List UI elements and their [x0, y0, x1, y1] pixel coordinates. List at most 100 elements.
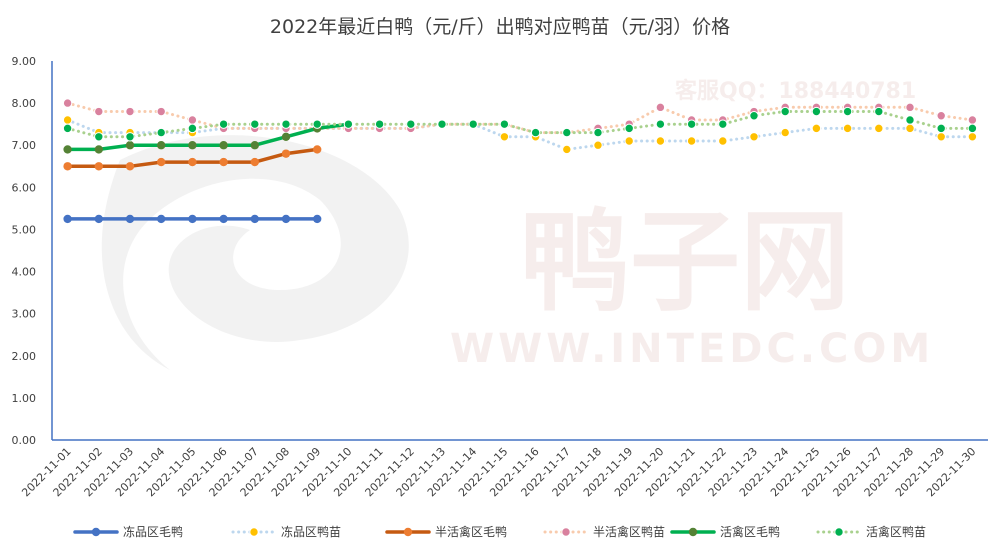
data-point: [343, 119, 354, 129]
y-tick-label: 1.00: [12, 392, 37, 405]
y-tick-label: 4.00: [12, 266, 37, 279]
data-point: [94, 106, 104, 117]
data-point: [281, 214, 291, 224]
data-point: [374, 119, 385, 129]
y-tick-label: 0.00: [12, 434, 37, 447]
data-point: [62, 115, 73, 125]
data-point: [936, 132, 946, 142]
chart-title: 2022年最近白鸭（元/斤）出鸭对应鸭苗（元/羽）价格: [270, 16, 730, 38]
series-line: [66, 118, 974, 151]
watermark-brand: 鸭子网: [520, 198, 850, 326]
data-point: [188, 214, 197, 224]
data-point: [811, 106, 822, 117]
y-tick-label: 8.00: [12, 97, 37, 110]
data-point: [562, 144, 572, 155]
y-tick-label: 7.00: [12, 139, 37, 152]
series-3: [63, 145, 322, 171]
legend-label: 活禽区毛鸭: [720, 524, 780, 539]
series-line: [66, 110, 974, 139]
legend-label: 半活禽区鸭苗: [593, 524, 665, 539]
data-point: [593, 140, 603, 150]
legend-swatch-marker: [91, 527, 101, 537]
data-point: [842, 123, 853, 134]
data-point: [218, 119, 229, 129]
data-point: [313, 214, 322, 224]
data-point: [250, 119, 260, 129]
data-point: [313, 145, 322, 154]
data-point: [188, 141, 197, 150]
data-point: [718, 136, 728, 146]
data-point: [624, 136, 634, 146]
data-point: [125, 106, 135, 117]
data-point: [219, 141, 228, 150]
data-point: [219, 157, 228, 167]
data-point: [967, 115, 978, 125]
legend-swatch-marker: [834, 527, 844, 537]
data-point: [188, 157, 197, 167]
data-point: [312, 119, 322, 129]
data-point: [281, 132, 291, 141]
data-point: [718, 119, 728, 129]
data-point: [780, 106, 790, 117]
legend-label: 冻品区毛鸭: [123, 524, 183, 539]
legend-item: 半活禽区毛鸭: [385, 524, 507, 539]
data-point: [905, 115, 915, 125]
data-point: [281, 149, 291, 158]
data-point: [686, 119, 697, 129]
legend-item: 冻品区鸭苗: [231, 524, 341, 539]
legend-item: 活禽区毛鸭: [670, 524, 780, 539]
data-point: [94, 132, 104, 142]
data-point: [780, 127, 790, 138]
watermark-service: 客服QQ：188440781: [675, 78, 916, 104]
data-point: [187, 123, 198, 134]
data-point: [905, 123, 915, 134]
y-tick-label: 5.00: [12, 223, 37, 236]
series-1: [63, 214, 322, 224]
data-point: [63, 162, 72, 171]
data-point: [219, 214, 228, 224]
axes: [51, 61, 988, 441]
legend-swatch-marker: [688, 527, 698, 537]
legend-item: 冻品区毛鸭: [73, 524, 183, 539]
data-point: [187, 115, 198, 125]
series-line: [65, 122, 351, 152]
data-point: [562, 127, 572, 138]
legend-label: 冻品区鸭苗: [281, 524, 341, 539]
data-point: [593, 127, 603, 138]
data-point: [874, 123, 884, 134]
data-point: [905, 102, 915, 113]
x-axis-ticks: 2022-11-012022-11-022022-11-032022-11-04…: [19, 445, 978, 499]
legend-item: 半活禽区鸭苗: [543, 524, 665, 539]
data-point: [63, 214, 72, 224]
data-point: [874, 106, 884, 117]
series-layer: [62, 98, 978, 224]
data-point: [499, 119, 510, 129]
watermark-logo-mark: [101, 135, 409, 370]
data-point: [157, 157, 166, 167]
data-point: [157, 141, 166, 150]
data-point: [125, 141, 135, 150]
data-point: [499, 132, 510, 142]
watermark-url: WWW.INTEDC.COM: [450, 326, 934, 372]
data-point: [94, 214, 104, 224]
y-axis-ticks: 0.00 1.00 2.00 3.00 4.00 5.00 6.00 7.00 8.00 9.00: [12, 55, 37, 447]
data-point: [94, 162, 104, 171]
data-point: [624, 123, 634, 134]
data-point: [250, 141, 259, 150]
legend-label: 半活禽区毛鸭: [435, 524, 507, 539]
data-point: [62, 123, 73, 134]
watermark: 客服QQ：188440781 鸭子网 WWW.INTEDC.COM: [101, 78, 934, 372]
legend-swatch-marker: [403, 527, 413, 537]
legend-label: 活禽区鸭苗: [866, 524, 926, 539]
data-point: [281, 119, 291, 129]
data-point: [811, 123, 822, 134]
data-point: [125, 162, 135, 171]
legend-swatch-marker: [249, 527, 259, 537]
y-tick-label: 9.00: [12, 55, 37, 68]
data-point: [63, 145, 72, 154]
data-point: [468, 119, 478, 129]
data-point: [749, 111, 759, 121]
y-tick-label: 2.00: [12, 350, 37, 363]
